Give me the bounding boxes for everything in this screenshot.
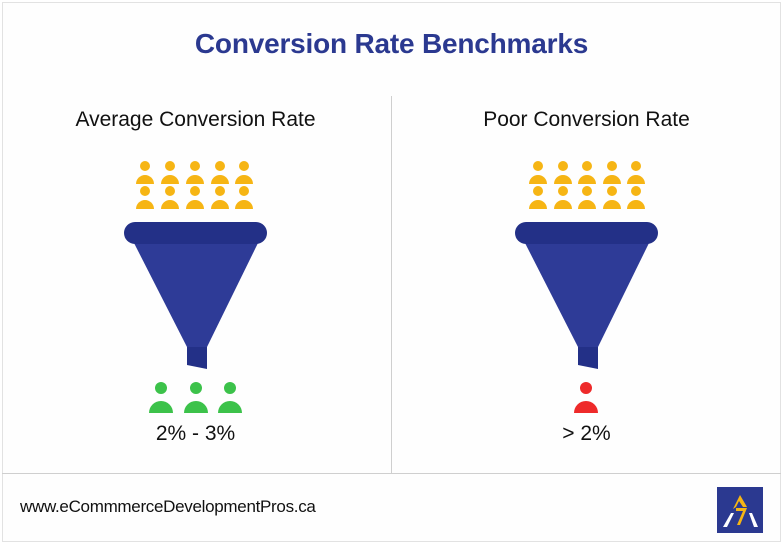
funnel-icon [515, 222, 658, 369]
person-icon [218, 382, 242, 413]
panel-divider [391, 96, 392, 473]
funnel-diagram-poor [515, 161, 658, 413]
person-icon [554, 186, 572, 209]
person-icon [186, 161, 204, 184]
footer-url[interactable]: www.eCommmerceDevelopmentPros.ca [20, 497, 316, 516]
converted-icons [574, 382, 598, 413]
panel-heading: Average Conversion Rate [75, 108, 316, 131]
converted-icons [149, 382, 242, 413]
person-icon [627, 161, 645, 184]
funnel-diagram-average [124, 161, 267, 413]
person-icon [603, 161, 621, 184]
person-icon [603, 186, 621, 209]
panel-heading: Poor Conversion Rate [483, 108, 690, 131]
person-icon [578, 161, 596, 184]
footer-separator [2, 473, 781, 474]
person-icon [554, 161, 572, 184]
funnel-icon [124, 222, 267, 369]
person-icon [529, 186, 547, 209]
visitor-icons [529, 161, 645, 209]
person-icon [149, 382, 173, 413]
person-icon [627, 186, 645, 209]
person-icon [211, 186, 229, 209]
page-title: Conversion Rate Benchmarks [194, 28, 589, 59]
person-icon [184, 382, 208, 413]
person-icon [574, 382, 598, 413]
person-icon [235, 186, 253, 209]
person-icon [578, 186, 596, 209]
person-icon [136, 161, 154, 184]
person-icon [136, 186, 154, 209]
person-icon [161, 161, 179, 184]
person-icon [529, 161, 547, 184]
visitor-icons [136, 161, 253, 209]
panel-average: Average Conversion Rate 2% - 3% [0, 0, 391, 473]
person-icon [161, 186, 179, 209]
person-icon [235, 161, 253, 184]
conversion-rate-value: > 2% [562, 422, 611, 445]
conversion-rate-value: 2% - 3% [155, 422, 236, 445]
person-icon [186, 186, 204, 209]
logo-icon [717, 487, 763, 533]
panel-poor: Poor Conversion Rate > 2% [391, 0, 782, 473]
person-icon [211, 161, 229, 184]
